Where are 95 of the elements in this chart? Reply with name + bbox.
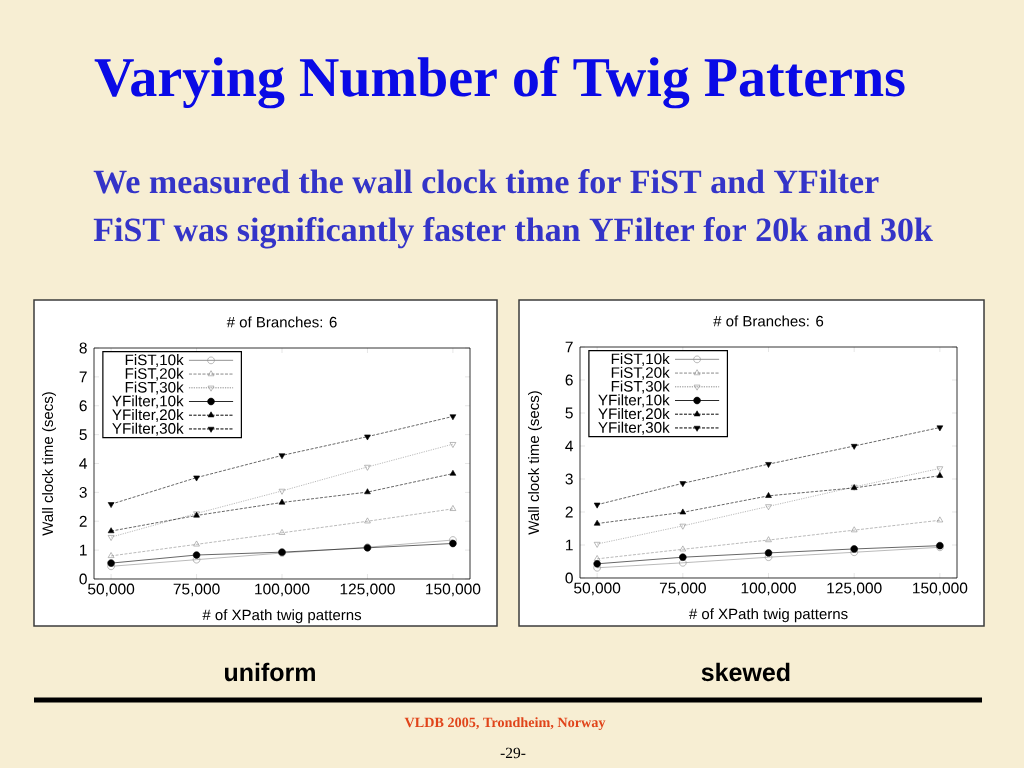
point — [679, 508, 687, 515]
point — [193, 540, 200, 547]
point — [679, 559, 687, 567]
point — [449, 539, 457, 548]
legend-label: FiST,30k — [611, 380, 670, 394]
legend-label: FiST,10k — [125, 354, 184, 368]
point — [765, 536, 772, 543]
y-tick-label: 4 — [79, 458, 88, 469]
point — [192, 551, 201, 559]
point — [278, 498, 286, 505]
point — [364, 488, 371, 495]
text: -29- — [500, 747, 526, 759]
y-tick-label: 1 — [80, 544, 87, 556]
point — [449, 442, 457, 448]
y-tick-label: 6 — [79, 400, 87, 412]
y-tick-label: 1 — [566, 539, 573, 551]
x-tick-label: 50,000 — [88, 583, 135, 597]
legend-label: FiST,20k — [611, 366, 670, 380]
point — [107, 502, 115, 508]
x-axis-title: # of XPath twig patterns — [688, 608, 848, 623]
x-tick-label: 75,000 — [173, 583, 220, 597]
point — [193, 475, 200, 482]
x-tick-label: 75,000 — [659, 582, 706, 596]
y-axis-title: Wall clock time (secs) — [42, 392, 56, 536]
x-axis-title: # of XPath twig patterns — [202, 609, 362, 624]
point — [593, 560, 601, 568]
y-tick-label: 4 — [565, 440, 574, 452]
legend-label: FiST,10k — [611, 353, 670, 367]
y-tick-label: 2 — [79, 515, 87, 527]
y-tick-label: 3 — [79, 486, 87, 498]
point — [449, 469, 457, 476]
point — [765, 492, 772, 498]
x-tick-label: 100,000 — [741, 582, 796, 596]
point — [449, 414, 457, 421]
y-tick-label: 6 — [565, 374, 573, 386]
y-tick-label: 0 — [79, 573, 87, 585]
point — [364, 464, 371, 471]
chart-title: # of Branches: 6 — [713, 315, 824, 327]
point — [593, 519, 601, 526]
legend-label: YFilter,10k — [112, 395, 184, 409]
point — [278, 488, 286, 495]
point — [364, 517, 371, 524]
point — [850, 526, 858, 533]
y-tick-label: 5 — [565, 407, 573, 419]
text: FiST was significantly faster than YFilter for 20k and 30k — [93, 217, 933, 249]
y-tick-label: 7 — [79, 371, 87, 383]
y-tick-label: 2 — [565, 506, 573, 518]
point — [364, 434, 371, 441]
x-tick-label: 50,000 — [574, 582, 621, 596]
point — [107, 535, 115, 541]
text: Varying Number of Twig Patterns — [94, 56, 905, 109]
point — [679, 553, 687, 561]
y-tick-label: 8 — [79, 342, 87, 354]
point — [449, 505, 457, 511]
y-tick-label: 3 — [565, 473, 573, 485]
legend-label: YFilter,30k — [598, 421, 670, 435]
text: skewed — [701, 662, 790, 682]
y-tick-label: 0 — [565, 572, 573, 584]
point — [278, 453, 286, 460]
point — [679, 523, 687, 530]
y-axis-title: Wall clock time (secs) — [528, 391, 542, 535]
point — [593, 564, 601, 572]
x-tick-label: 150,000 — [913, 582, 968, 596]
x-tick-label: 125,000 — [827, 582, 882, 596]
chart-title: # of Branches: 6 — [226, 316, 337, 328]
point — [765, 504, 772, 511]
legend-label: YFilter,20k — [598, 407, 670, 421]
point — [593, 502, 601, 509]
legend-label: FiST,20k — [125, 367, 184, 381]
point — [765, 462, 772, 468]
y-tick-label: 7 — [565, 341, 573, 353]
x-tick-label: 150,000 — [426, 583, 481, 597]
point — [107, 527, 115, 534]
y-tick-label: 5 — [79, 429, 87, 441]
text: VLDB 2005, Trondheim, Norway — [404, 717, 606, 731]
point — [278, 529, 286, 535]
point — [936, 466, 944, 473]
x-tick-label: 125,000 — [340, 583, 395, 597]
point — [850, 444, 858, 450]
legend-label: YFilter,10k — [598, 394, 670, 408]
x-tick-label: 100,000 — [255, 583, 310, 597]
text: uniform — [225, 662, 315, 682]
point — [107, 552, 115, 558]
text: We measured the wall clock time for FiST and YFilter — [93, 169, 879, 194]
point — [936, 472, 944, 478]
point — [593, 555, 601, 561]
point — [679, 481, 687, 487]
legend-label: YFilter,30k — [112, 422, 184, 436]
point — [936, 516, 944, 523]
point — [679, 545, 687, 552]
legend-label: YFilter,20k — [112, 408, 184, 422]
point — [764, 549, 773, 557]
legend-label: FiST,30k — [125, 381, 184, 395]
point — [936, 425, 944, 432]
point — [593, 542, 601, 548]
